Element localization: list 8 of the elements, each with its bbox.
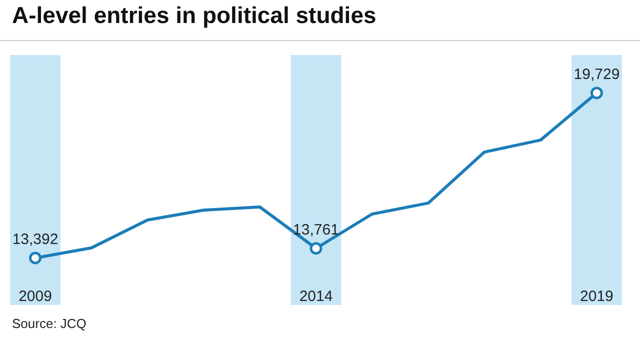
data-label: 13,761 [293,221,339,238]
chart-title: A-level entries in political studies [12,2,376,29]
data-label: 13,392 [12,230,58,248]
x-tick-label: 2009 [18,288,52,305]
x-tick-label: 2019 [580,288,614,305]
source-note: Source: JCQ [12,316,86,331]
data-label: 19,729 [574,66,620,83]
x-tick-label: 2014 [299,288,333,305]
